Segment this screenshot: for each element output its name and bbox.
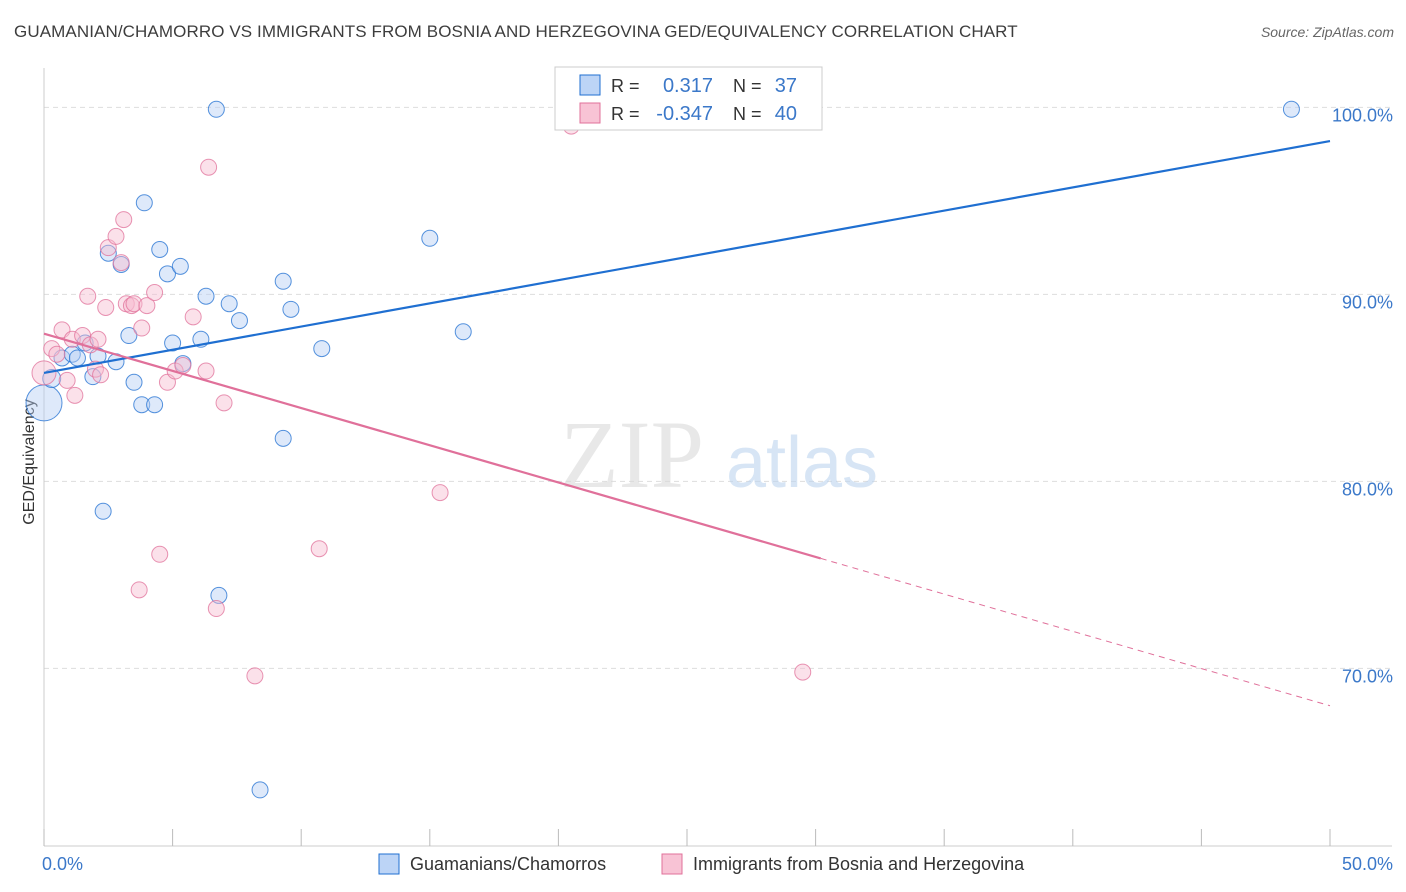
point-guamanians <box>25 384 63 422</box>
point-guamanians <box>171 257 189 275</box>
stats-swatch-blue <box>579 74 601 96</box>
stats-n-label-2: N = <box>733 104 762 124</box>
point-guamanians <box>158 265 176 283</box>
stats-n-value-1: 37 <box>775 75 797 97</box>
stats-n-value-2: 40 <box>775 103 797 125</box>
point-bosnia <box>197 362 215 380</box>
point-bosnia <box>107 227 125 245</box>
series-legend: Guamanians/Chamorros Immigrants from Bos… <box>378 853 1025 875</box>
point-guamanians <box>1282 100 1300 118</box>
point-bosnia <box>794 663 812 681</box>
point-guamanians <box>454 323 472 341</box>
point-bosnia <box>92 366 110 384</box>
point-guamanians <box>151 241 169 259</box>
stats-r-label-2: R = <box>611 104 640 124</box>
point-bosnia <box>115 211 133 229</box>
legend-swatch-bosnia <box>661 853 683 875</box>
point-bosnia <box>146 284 164 302</box>
y-tick-label: 90.0% <box>1342 292 1393 312</box>
point-guamanians <box>68 349 86 367</box>
point-bosnia <box>174 356 192 374</box>
point-guamanians <box>421 229 439 247</box>
trend-lines <box>43 139 1331 707</box>
point-guamanians <box>146 396 164 414</box>
point-bosnia <box>133 319 151 337</box>
point-guamanians <box>220 295 238 313</box>
point-bosnia <box>151 545 169 563</box>
y-tick-labels: 70.0% 80.0% 90.0% 100.0% <box>1332 105 1393 686</box>
legend-label-bosnia: Immigrants from Bosnia and Herzegovina <box>693 854 1025 874</box>
point-bosnia <box>48 345 66 363</box>
point-guamanians <box>282 300 300 318</box>
point-guamanians <box>197 287 215 305</box>
point-guamanians <box>230 312 248 330</box>
point-bosnia <box>138 297 156 315</box>
point-guamanians <box>274 272 292 290</box>
watermark-zip: ZIP <box>560 401 704 508</box>
trend-line-bosnia-projection <box>820 557 1331 707</box>
source-label: Source: ZipAtlas.com <box>1260 24 1394 40</box>
trend-line-guamanians <box>43 139 1331 375</box>
stats-legend: R = 0.317 N = 37 R = -0.347 N = 40 <box>554 66 823 131</box>
stats-r-label-1: R = <box>611 76 640 96</box>
point-bosnia <box>207 600 225 618</box>
chart-title: GUAMANIAN/CHAMORRO VS IMMIGRANTS FROM BO… <box>14 22 1018 41</box>
legend-label-guamanians: Guamanians/Chamorros <box>410 854 606 874</box>
point-guamanians <box>133 396 151 414</box>
x-tick-labels: 0.0% 50.0% <box>42 854 1393 874</box>
grid-lines <box>44 106 1392 669</box>
point-bosnia <box>125 295 143 313</box>
x-tick-label-min: 0.0% <box>42 854 83 874</box>
point-bosnia <box>431 484 449 502</box>
point-bosnia <box>112 254 130 272</box>
point-bosnia <box>58 371 76 389</box>
axes <box>43 68 1392 847</box>
point-bosnia <box>200 158 218 176</box>
legend-swatch-guamanians <box>378 853 400 875</box>
y-axis-label: GED/Equivalency <box>21 399 38 524</box>
y-tick-label: 70.0% <box>1342 666 1393 686</box>
stats-swatch-pink <box>579 102 601 124</box>
point-bosnia <box>130 581 148 599</box>
point-guamanians <box>251 781 269 799</box>
stats-r-value-2: -0.347 <box>656 103 713 125</box>
point-bosnia <box>184 308 202 326</box>
point-guamanians <box>94 502 112 520</box>
point-bosnia <box>246 667 264 685</box>
point-bosnia <box>66 386 84 404</box>
y-tick-label: 80.0% <box>1342 479 1393 499</box>
point-guamanians <box>99 244 117 262</box>
point-guamanians <box>135 194 153 212</box>
x-tick-label-max: 50.0% <box>1342 854 1393 874</box>
stats-n-label-1: N = <box>733 76 762 96</box>
point-guamanians <box>210 586 228 604</box>
point-bosnia <box>215 394 233 412</box>
point-bosnia <box>97 298 115 316</box>
point-guamanians <box>164 334 182 352</box>
point-guamanians <box>207 100 225 118</box>
stats-r-value-1: 0.317 <box>663 75 713 97</box>
trend-line-bosnia <box>43 332 822 560</box>
y-tick-label: 100.0% <box>1332 105 1393 125</box>
point-bosnia <box>89 330 107 348</box>
point-bosnia <box>122 297 140 315</box>
point-bosnia <box>310 540 328 558</box>
watermark: ZIP atlas <box>560 401 878 508</box>
point-guamanians <box>274 429 292 447</box>
point-guamanians <box>125 373 143 391</box>
watermark-atlas: atlas <box>726 423 878 503</box>
point-guamanians <box>120 327 138 345</box>
point-bosnia <box>79 287 97 305</box>
point-guamanians <box>313 340 331 358</box>
